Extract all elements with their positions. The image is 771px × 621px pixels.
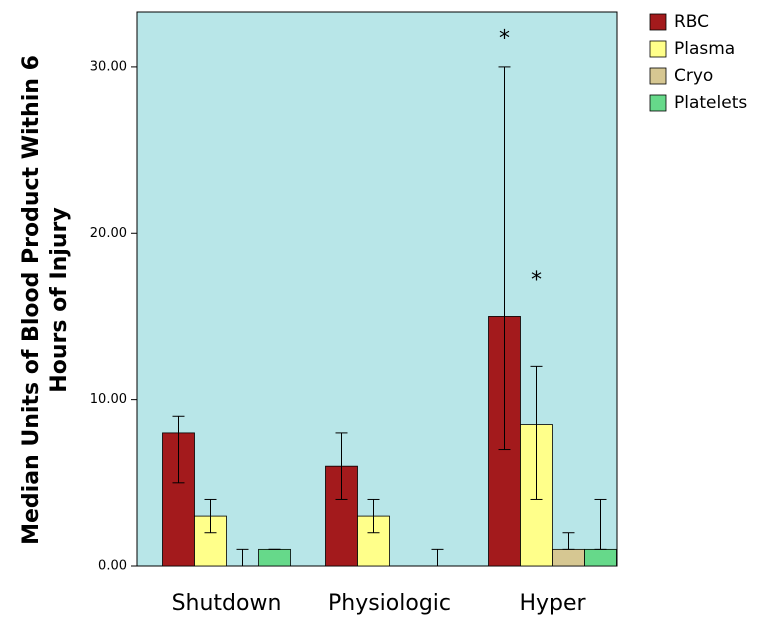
error-bar [530, 365, 543, 500]
error-bar [594, 498, 607, 550]
outlier: * [531, 268, 542, 293]
error-bar [172, 415, 185, 484]
x-tick-label: Physiologic [328, 591, 451, 616]
error-bar [335, 432, 348, 500]
legend-label: Plasma [674, 39, 735, 59]
x-tick-label: Shutdown [172, 591, 282, 616]
legend-swatch [649, 13, 667, 31]
x-tick-label: Hyper [519, 591, 586, 616]
y-axis-label: Median Units of Blood Product Within 6 [19, 55, 44, 545]
bar [258, 548, 291, 567]
error-bar [204, 498, 217, 534]
error-bar [236, 548, 249, 567]
error-bar [498, 66, 511, 451]
y-tick-label: 0.00 [98, 559, 127, 574]
legend-label: Cryo [674, 66, 713, 86]
error-bar [431, 548, 444, 567]
y-axis-label: Hours of Injury [47, 207, 72, 392]
legend-label: RBC [674, 12, 709, 32]
bar [584, 548, 617, 567]
y-tick-label: 10.00 [90, 392, 127, 407]
legend-label: Platelets [674, 93, 747, 113]
legend-swatch [649, 40, 667, 58]
y-tick-label: 20.00 [90, 226, 127, 241]
legend-swatch [649, 94, 667, 112]
legend-swatch [649, 67, 667, 85]
bar [552, 548, 585, 567]
y-tick-label: 30.00 [90, 59, 127, 74]
error-bar [562, 532, 575, 550]
error-bar [367, 498, 380, 534]
outlier: * [499, 27, 510, 52]
